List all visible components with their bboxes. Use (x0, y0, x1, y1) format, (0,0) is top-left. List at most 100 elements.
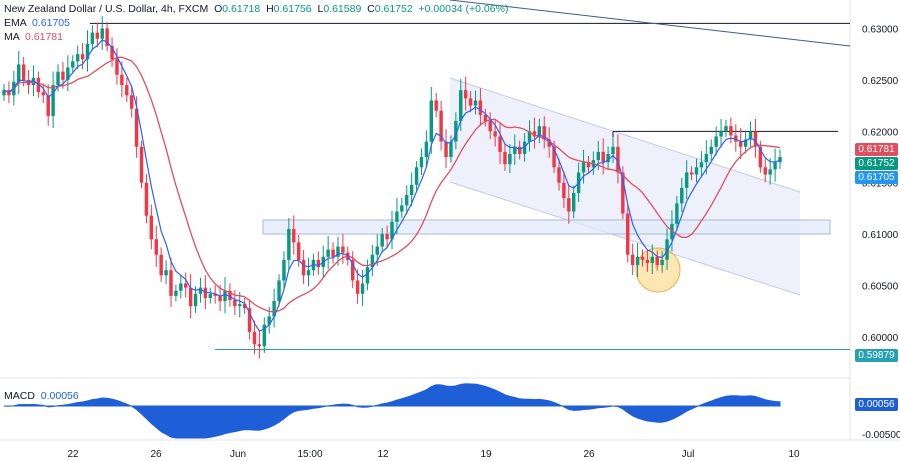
candle-body (341, 246, 345, 253)
chart-header: New Zealand Dollar / U.S. Dollar, 4h, FX… (4, 3, 508, 16)
candle-body (395, 211, 399, 222)
candle-body (655, 256, 659, 266)
candle-body (743, 139, 748, 147)
time-tick-label: 22 (67, 449, 79, 460)
candle-body (301, 259, 306, 276)
price-tick-label: 0.60000 (862, 333, 899, 344)
candle-body (768, 169, 772, 175)
macd-area (3, 383, 781, 439)
candle-body (75, 54, 80, 62)
candle-body (419, 157, 424, 168)
candle-body (120, 74, 124, 86)
candle-body (665, 239, 669, 260)
candle-body (95, 32, 100, 39)
candle-body (547, 139, 551, 147)
time-tick-label: 15:00 (297, 449, 322, 460)
ma-legend[interactable]: MA 0.61781 (4, 31, 63, 44)
ma-label: MA (4, 31, 20, 43)
candle-body (169, 270, 173, 296)
candle-body (267, 316, 271, 325)
candle-body (537, 126, 542, 137)
ma-value: 0.61781 (25, 31, 63, 43)
macd-label: MACD (4, 390, 35, 402)
candle-body (350, 259, 355, 281)
candle-body (233, 300, 237, 307)
candle-body (331, 249, 335, 257)
candle-body (56, 71, 60, 86)
price-tick-label: 0.63000 (862, 24, 899, 35)
candle-body (174, 290, 178, 296)
close-label: C (367, 3, 375, 15)
channel-fill (450, 78, 800, 295)
candle-body (478, 100, 483, 115)
macd-legend[interactable]: MACD 0.00056 (4, 390, 79, 403)
candle-body (680, 187, 684, 204)
candle-body (2, 90, 6, 96)
candle-body (434, 100, 438, 111)
candle-body (601, 151, 605, 163)
candle-body (203, 287, 208, 298)
close-price-tag: 0.61752 (855, 157, 898, 170)
macd-tick-label: -0.00500 (862, 430, 900, 441)
candle-body (621, 172, 625, 214)
candle-body (734, 135, 738, 142)
candle-body (66, 67, 70, 80)
channel-upper-line (449, 77, 801, 193)
candle-body (326, 249, 330, 257)
ema-legend[interactable]: EMA 0.61705 (4, 17, 70, 30)
candle-body (493, 131, 497, 137)
candle-body (689, 172, 694, 175)
time-tick-label: Jun (230, 449, 246, 460)
candle-body (729, 126, 733, 136)
candle-body (193, 293, 198, 307)
candle-body (645, 259, 650, 263)
candle-body (218, 295, 222, 302)
candle-body (380, 234, 384, 247)
candle-body (46, 95, 50, 116)
candle-body (223, 290, 227, 302)
ma-line (3, 56, 781, 313)
candle-body (522, 141, 527, 154)
candle-body (532, 131, 537, 137)
long-trendline (449, 0, 851, 47)
candle-body (242, 304, 247, 309)
candle-body (252, 331, 257, 345)
candle-body (390, 221, 394, 240)
price-tick-label: 0.60500 (862, 282, 899, 293)
candle-body (71, 61, 75, 68)
candle-body (208, 293, 212, 298)
time-tick-label: 19 (480, 449, 492, 460)
macd-price-tag: 0.00056 (855, 398, 898, 411)
candle-body (238, 304, 242, 307)
price-tick-label: 0.62000 (862, 127, 899, 138)
candle-body (262, 324, 267, 347)
candle-body (272, 301, 276, 317)
candle-body (513, 146, 517, 154)
candle-body (694, 167, 699, 175)
candle-body (699, 162, 704, 168)
channel-lower-line (449, 181, 801, 296)
price-tick-label: 0.61000 (862, 230, 899, 241)
candle-body (459, 90, 463, 122)
candle-body (336, 246, 340, 257)
ema-value: 0.61705 (32, 17, 70, 29)
candle-body (400, 205, 404, 212)
candle-body (635, 256, 640, 266)
candle-body (424, 141, 429, 158)
symbol-title[interactable]: New Zealand Dollar / U.S. Dollar, 4h, FX… (4, 3, 209, 15)
open-label: O (214, 3, 223, 15)
candle-body (370, 254, 375, 268)
candle-body (616, 146, 620, 173)
candle-body (557, 167, 561, 183)
candle-body (527, 131, 532, 142)
candle-body (306, 270, 311, 276)
candle-body (483, 114, 488, 122)
candle-body (758, 146, 763, 168)
candle-body (292, 229, 296, 243)
candle-body (704, 153, 709, 163)
support-price-tag: 0.59879 (855, 349, 898, 362)
candle-body (724, 126, 728, 132)
candle-body (503, 151, 507, 165)
candle-body (41, 92, 46, 96)
